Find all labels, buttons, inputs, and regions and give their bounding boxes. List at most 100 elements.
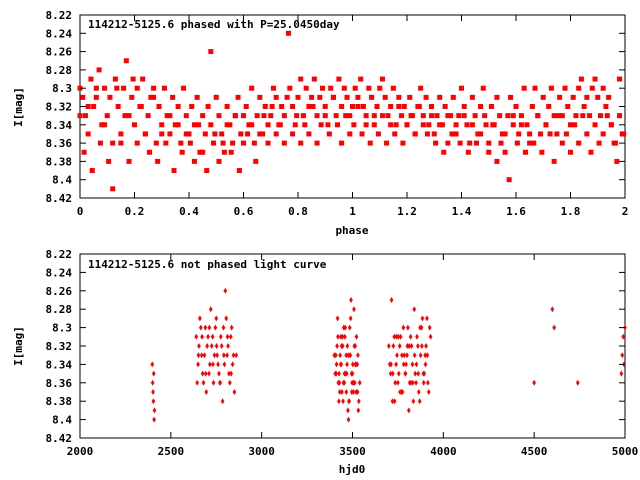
data-point bbox=[337, 398, 341, 405]
data-point bbox=[406, 324, 410, 331]
data-point bbox=[429, 113, 435, 119]
data-point bbox=[126, 113, 132, 119]
data-point bbox=[465, 149, 471, 155]
data-point bbox=[508, 94, 514, 100]
data-point bbox=[156, 104, 162, 109]
data-point bbox=[254, 113, 260, 119]
data-point bbox=[167, 131, 173, 137]
data-point bbox=[453, 131, 459, 137]
data-point bbox=[367, 140, 373, 146]
data-point bbox=[490, 122, 496, 128]
data-point bbox=[347, 131, 353, 137]
data-point bbox=[134, 140, 140, 146]
data-point bbox=[257, 94, 263, 100]
data-point bbox=[424, 343, 428, 349]
data-point bbox=[80, 94, 86, 100]
data-point bbox=[395, 352, 399, 359]
data-point bbox=[224, 122, 230, 128]
data-point bbox=[384, 140, 390, 146]
data-point bbox=[437, 122, 443, 128]
data-point bbox=[325, 122, 331, 128]
data-point bbox=[412, 306, 417, 313]
data-point bbox=[604, 113, 610, 119]
data-point bbox=[344, 352, 348, 359]
data-point bbox=[337, 370, 341, 377]
data-point bbox=[102, 122, 108, 128]
data-point bbox=[397, 343, 402, 349]
data-point bbox=[194, 94, 200, 100]
data-point bbox=[358, 76, 364, 82]
data-point bbox=[531, 140, 537, 146]
data-point bbox=[142, 131, 148, 137]
data-point bbox=[260, 131, 266, 137]
data-point bbox=[261, 113, 267, 119]
data-point bbox=[570, 94, 576, 100]
data-point bbox=[620, 352, 625, 359]
x-tick-label: 1.8 bbox=[561, 205, 581, 218]
y-tick-label: 8.32 bbox=[46, 340, 73, 353]
data-point bbox=[431, 131, 437, 137]
data-point bbox=[228, 333, 233, 340]
data-point bbox=[257, 131, 263, 137]
data-point bbox=[342, 370, 347, 377]
data-points bbox=[77, 30, 627, 192]
data-point bbox=[303, 85, 309, 91]
data-point bbox=[236, 168, 242, 174]
data-point bbox=[366, 85, 372, 91]
data-point bbox=[208, 122, 214, 128]
data-point bbox=[518, 113, 524, 119]
data-point bbox=[222, 361, 227, 368]
data-point bbox=[396, 94, 402, 100]
data-point bbox=[265, 122, 271, 128]
data-point bbox=[91, 104, 97, 109]
data-point bbox=[85, 104, 91, 109]
data-point bbox=[318, 122, 324, 128]
y-axis-ticks: 8.22 8.24 8.26 8.28 8.3 8.32 8.34 8.36 8.38 8.4 8.… bbox=[46, 248, 625, 445]
data-point bbox=[273, 131, 279, 137]
data-point bbox=[281, 140, 287, 146]
data-point bbox=[459, 85, 464, 91]
data-point bbox=[146, 149, 152, 155]
data-point bbox=[335, 315, 340, 322]
x-axis-ticks: 2000 2500 3000 3500 4000 4500 5000 bbox=[67, 254, 638, 458]
data-point bbox=[107, 94, 113, 100]
data-point bbox=[363, 122, 369, 128]
data-point bbox=[82, 113, 88, 119]
data-point bbox=[150, 361, 155, 368]
data-point bbox=[349, 389, 354, 395]
data-point bbox=[320, 85, 326, 91]
data-point bbox=[241, 113, 246, 119]
data-point bbox=[348, 352, 352, 359]
data-point bbox=[449, 131, 455, 137]
data-point bbox=[426, 122, 432, 128]
data-point bbox=[371, 122, 377, 128]
y-tick-label: 8.22 bbox=[46, 248, 73, 261]
data-point bbox=[394, 361, 398, 368]
y-tick-label: 8.22 bbox=[46, 9, 73, 22]
data-point bbox=[494, 158, 500, 164]
data-point bbox=[393, 122, 399, 128]
data-point bbox=[407, 343, 411, 349]
data-points bbox=[150, 287, 627, 423]
y-tick-label: 8.24 bbox=[46, 27, 73, 40]
x-tick-label: 1.2 bbox=[397, 205, 417, 218]
data-point bbox=[513, 104, 519, 109]
data-point bbox=[568, 122, 573, 128]
y-axis-label: I[mag] bbox=[12, 87, 25, 127]
data-point bbox=[427, 389, 431, 395]
y-tick-label: 8.34 bbox=[46, 119, 73, 132]
data-point bbox=[322, 104, 328, 109]
x-tick-label: 1 bbox=[349, 205, 356, 218]
data-point bbox=[617, 76, 623, 82]
data-point bbox=[415, 333, 419, 340]
data-point bbox=[388, 370, 393, 377]
plot-frame bbox=[79, 253, 626, 439]
data-point bbox=[277, 122, 283, 128]
data-point bbox=[403, 370, 408, 377]
data-point bbox=[306, 131, 312, 137]
data-point bbox=[409, 343, 414, 349]
data-point bbox=[475, 131, 481, 137]
data-point bbox=[150, 379, 155, 386]
data-point bbox=[539, 149, 545, 155]
